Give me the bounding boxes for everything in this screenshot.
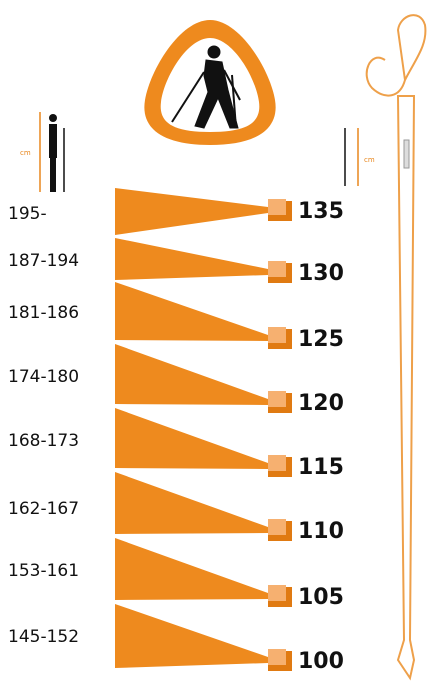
size-chart: cm cm 195- 135 187-194 130 181-186 125 174-180… — [0, 0, 432, 683]
wedge — [115, 344, 268, 405]
cube-face — [268, 261, 286, 277]
page: {"rows": [ {"height": "195-", "pole": 13… — [0, 0, 432, 683]
cube-face — [268, 649, 286, 665]
cube-face — [268, 199, 286, 215]
height-range: 174-180 — [8, 367, 79, 387]
pole-length: 125 — [298, 327, 344, 352]
wedge — [115, 188, 268, 235]
unit-label: cm — [364, 156, 375, 164]
height-range: 168-173 — [8, 431, 79, 451]
wedge — [115, 604, 268, 668]
unit-label: cm — [20, 149, 31, 157]
cube-face — [268, 455, 286, 471]
cube-face — [268, 585, 286, 601]
pole-length: 120 — [298, 391, 344, 416]
wedge — [115, 238, 268, 280]
height-range: 145-152 — [8, 627, 79, 647]
wedge — [115, 282, 268, 341]
pole-length: 115 — [298, 455, 344, 480]
height-range: 162-167 — [8, 499, 79, 519]
height-range: 195- — [8, 204, 47, 224]
pole-length: 105 — [298, 585, 344, 610]
rows: 195- 135 187-194 130 181-186 125 174-180 120 168… — [8, 188, 344, 674]
height-range: 153-161 — [8, 561, 79, 581]
wedge — [115, 538, 268, 600]
cube-face — [268, 391, 286, 407]
pole-length: 130 — [298, 261, 344, 286]
pole-icon — [345, 128, 358, 186]
pole-length: 100 — [298, 649, 344, 674]
height-range: 187-194 — [8, 251, 79, 271]
cube-face — [268, 327, 286, 343]
wedge — [115, 408, 268, 469]
cube-face — [268, 519, 286, 535]
pole-drawing — [367, 15, 426, 678]
pole-length: 135 — [298, 199, 344, 224]
height-range: 181-186 — [8, 303, 79, 323]
person-icon — [40, 112, 64, 192]
pole-length: 110 — [298, 519, 344, 544]
wedge — [115, 472, 268, 534]
